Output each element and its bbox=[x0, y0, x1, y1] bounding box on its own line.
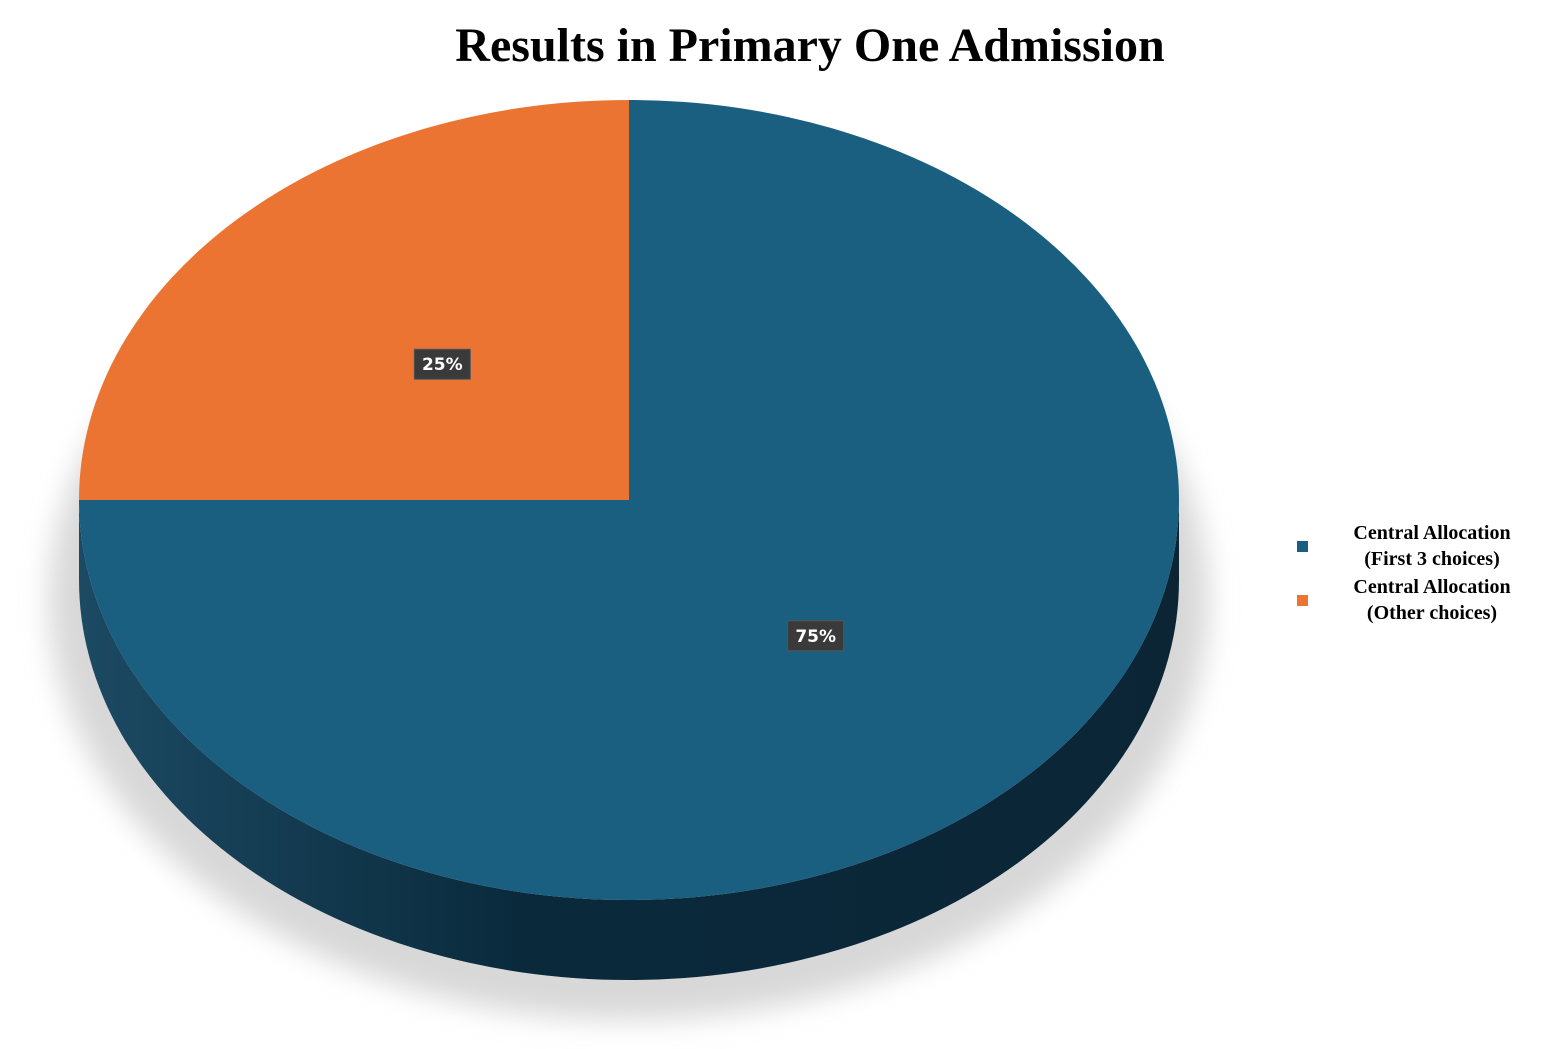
legend-entry: Central Allocation (Other choices) bbox=[1290, 574, 1550, 626]
pie-side bbox=[79, 500, 1179, 980]
legend: Central Allocation (First 3 choices) Cent… bbox=[1290, 520, 1550, 628]
legend-swatch bbox=[1297, 540, 1308, 552]
legend-entry: Central Allocation (First 3 choices) bbox=[1290, 520, 1550, 572]
chart-title: Results in Primary One Admission bbox=[455, 19, 1165, 72]
value-label: 25% bbox=[422, 355, 463, 375]
value-label-box bbox=[787, 620, 845, 652]
legend-label: Central Allocation (Other choices) bbox=[1353, 576, 1511, 624]
pie-slice bbox=[79, 100, 629, 500]
value-label-box bbox=[413, 348, 471, 380]
value-label: 75% bbox=[795, 627, 836, 647]
legend-swatch bbox=[1297, 594, 1308, 606]
legend-label: Central Allocation (First 3 choices) bbox=[1353, 522, 1511, 570]
